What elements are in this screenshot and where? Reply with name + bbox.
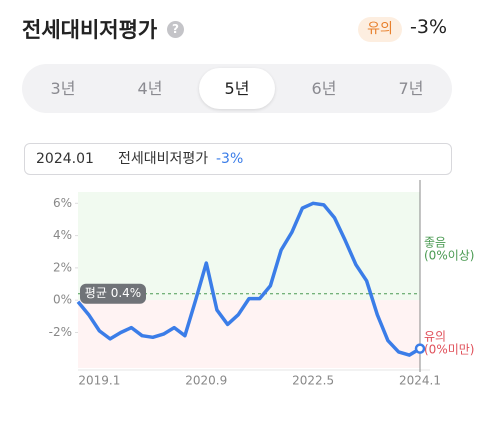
tooltip-value: -3% — [216, 151, 244, 167]
tooltip-date: 2024.01 — [36, 151, 94, 167]
average-badge — [80, 283, 146, 304]
period-tab[interactable]: 4년 — [137, 79, 163, 98]
zone-label: 좋음 — [424, 236, 446, 250]
zone-label: 유의 — [424, 330, 446, 344]
status-badge: 유의 — [358, 17, 402, 42]
zone-range: (0%이상) — [424, 249, 474, 263]
period-tab[interactable]: 3년 — [50, 79, 76, 98]
header-value: -3% — [410, 16, 447, 38]
average-label: 평균 0.4% — [85, 286, 141, 300]
y-tick-label: 2% — [53, 260, 72, 274]
period-tab[interactable]: 7년 — [398, 79, 424, 98]
x-tick-label: 2022.5 — [292, 374, 334, 388]
series-line — [76, 201, 421, 357]
x-tick-label: 2024.1 — [399, 374, 441, 388]
caution-zone — [78, 300, 420, 368]
period-tabs: 3년 4년 5년 6년 7년 — [22, 64, 452, 113]
y-tick-label: 6% — [53, 196, 72, 210]
x-tick-label: 2019.1 — [78, 374, 120, 388]
good-zone — [78, 192, 420, 301]
x-tick-label: 2020.9 — [185, 374, 227, 388]
help-icon[interactable]: ? — [167, 21, 184, 38]
zone-range: (0%미만) — [424, 343, 474, 357]
y-tick-label: 4% — [53, 228, 72, 242]
y-tick-label: 0% — [53, 293, 72, 307]
tooltip: 2024.01 전세대비저평가 -3% — [24, 143, 452, 175]
title: 전세대비저평가 — [22, 18, 158, 42]
period-tab[interactable]: 5년 — [199, 68, 275, 109]
tooltip-label: 전세대비저평가 — [118, 151, 209, 167]
period-tab[interactable]: 6년 — [311, 79, 337, 98]
current-point — [414, 343, 426, 354]
y-tick-label: -2% — [49, 325, 72, 339]
